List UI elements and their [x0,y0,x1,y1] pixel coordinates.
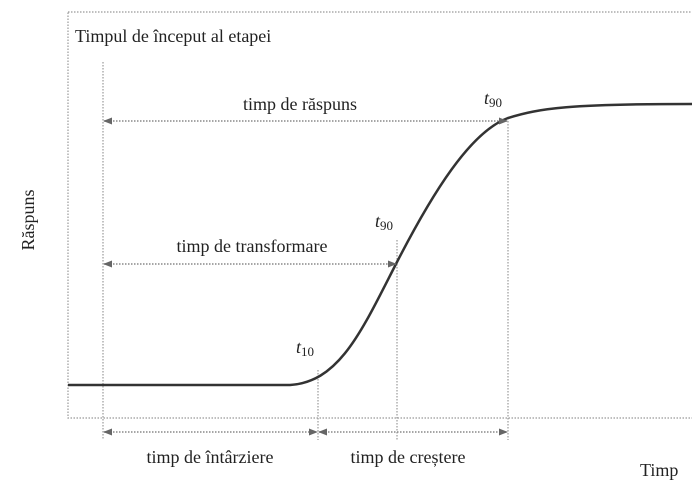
t10-marker: t10 [296,337,314,359]
marker-subscript: 90 [380,218,393,233]
marker-subscript: 90 [489,95,502,110]
t90-marker: t90 [375,211,393,233]
marker-letter: t [296,337,302,357]
frame [67,11,692,419]
response-label: timp de răspuns [243,94,357,114]
marker-letter: t [375,211,381,231]
step-start-label: Timpul de început al etapei [75,26,271,46]
delay-label: timp de întârziere [147,447,274,467]
response-curve [68,102,692,387]
marker-letter: t [484,88,490,108]
y-axis-label: Răspuns [18,189,38,250]
marker-subscript: 10 [301,344,314,359]
transform-label: timp de transformare [177,236,328,256]
rise-label: timp de creștere [351,447,466,467]
t90-marker: t90 [484,88,502,110]
x-axis-label: Timp [640,460,678,480]
